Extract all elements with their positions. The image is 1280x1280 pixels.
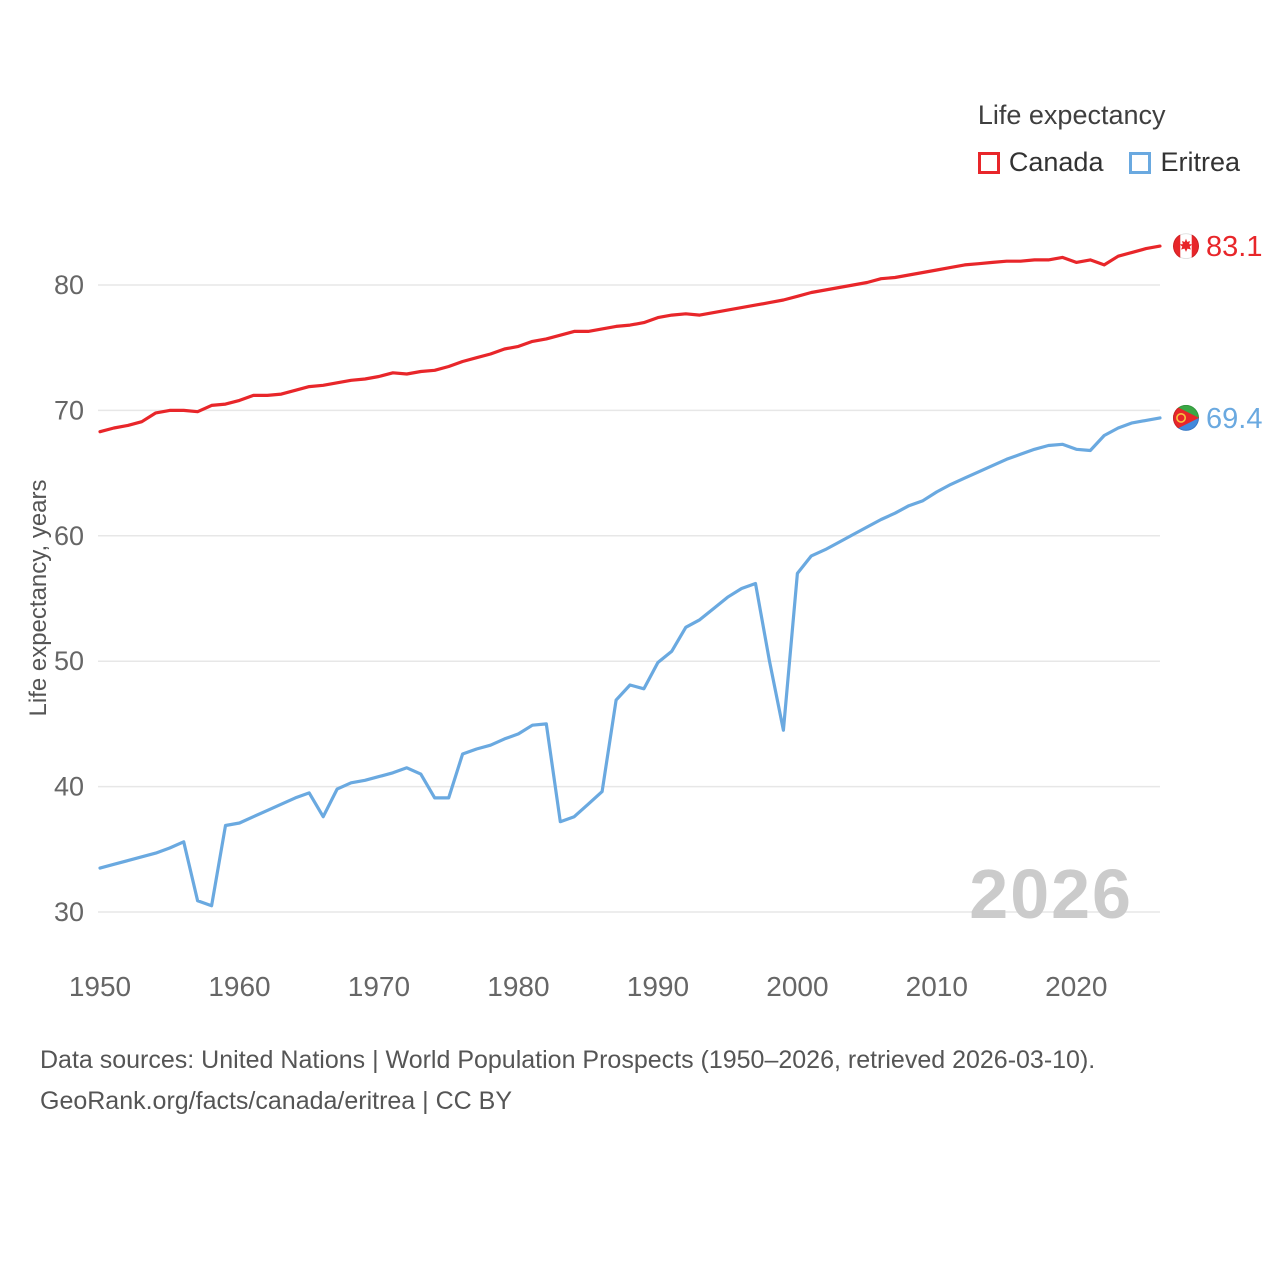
x-tick-label-2000: 2000: [766, 971, 828, 1002]
eritrea-flag-icon: [1173, 404, 1199, 431]
y-tick-label-80: 80: [54, 270, 84, 300]
y-tick-label-40: 40: [54, 772, 84, 802]
eritrea-line: [98, 416, 1162, 908]
x-tick-label-2010: 2010: [906, 971, 968, 1002]
footer: Data sources: United Nations | World Pop…: [40, 1040, 1095, 1121]
legend-items: Canada Eritrea: [977, 147, 1240, 178]
eritrea-swatch: [1129, 151, 1152, 174]
legend: Life expectancy Canada Eritrea: [977, 100, 1240, 178]
legend-label-eritrea: Eritrea: [1160, 147, 1240, 177]
legend-item-canada: Canada: [977, 147, 1104, 178]
canada-swatch: [977, 151, 1000, 174]
x-tick-label-2020: 2020: [1045, 971, 1107, 1002]
x-tick-label-1970: 1970: [348, 971, 410, 1002]
y-tick-label-50: 50: [54, 646, 84, 676]
x-tick-label-1950: 1950: [69, 971, 131, 1002]
legend-item-eritrea: Eritrea: [1129, 147, 1240, 178]
life-expectancy-chart: 30 40 50 60 70 80 1950 1960 1970 1980 1990 2000 2010…: [25, 231, 1262, 1002]
y-axis-title: Life expectancy, years: [25, 479, 52, 716]
data-sources-line: Data sources: United Nations | World Pop…: [40, 1046, 1096, 1074]
eritrea-end-value: 69.4: [1206, 403, 1262, 435]
watermark-year: 2026: [969, 855, 1133, 933]
y-tick-label-30: 30: [54, 897, 84, 927]
canada-line: [98, 244, 1162, 434]
legend-title: Life expectancy: [977, 100, 1166, 130]
x-tick-label-1980: 1980: [487, 971, 549, 1002]
canada-flag-icon: [1173, 233, 1199, 260]
legend-label-canada: Canada: [1008, 147, 1104, 177]
y-tick-label-70: 70: [54, 395, 84, 425]
y-tick-label-60: 60: [54, 521, 84, 551]
canada-end-value: 83.1: [1206, 231, 1262, 263]
x-tick-label-1960: 1960: [208, 971, 270, 1002]
x-tick-label-1990: 1990: [627, 971, 689, 1002]
attribution-line: GeoRank.org/facts/canada/eritrea | CC BY: [40, 1086, 512, 1115]
